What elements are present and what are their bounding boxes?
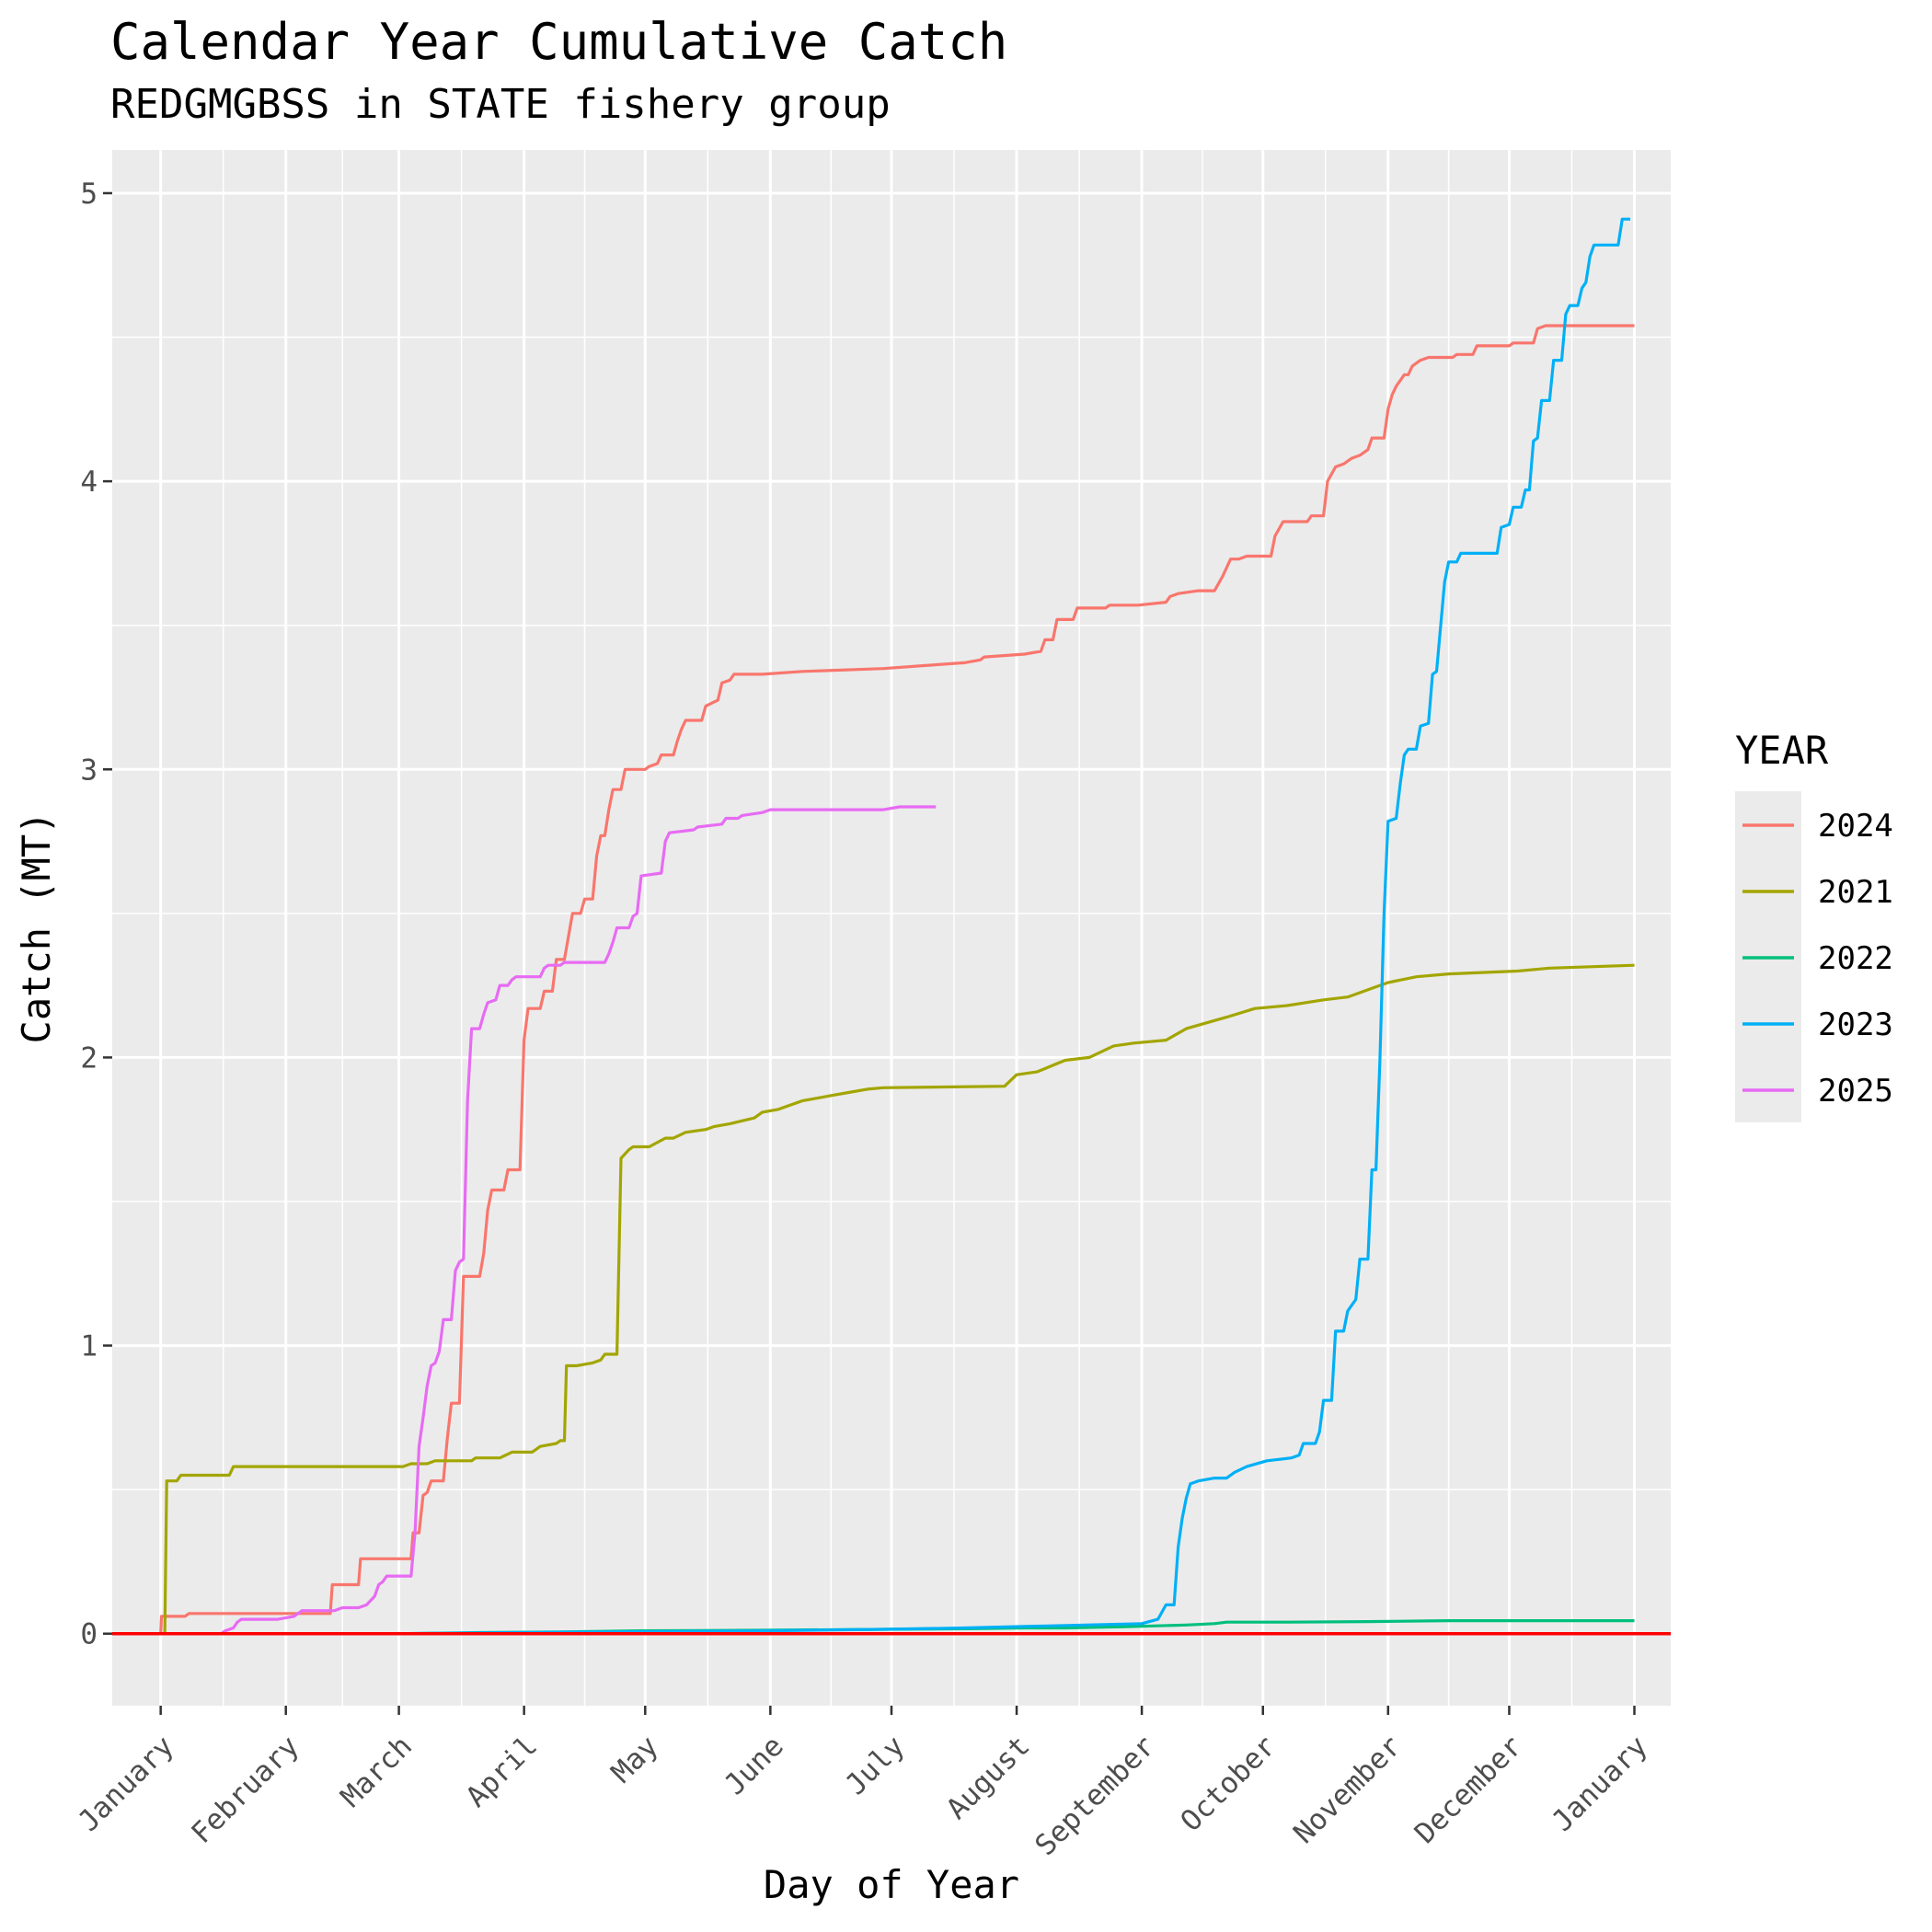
- x-tick-label: December: [1409, 1730, 1529, 1850]
- x-tick-label: November: [1287, 1730, 1408, 1850]
- series-line-2023: [160, 217, 1631, 1636]
- y-axis: 0 1 2 3 4 5: [80, 178, 112, 1651]
- x-axis-title: Day of Year: [764, 1862, 1019, 1907]
- y-tick-label: 4: [80, 466, 98, 499]
- series-line-2024: [159, 324, 1635, 1634]
- x-tick-label: March: [335, 1730, 419, 1813]
- legend-label-2022: 2022: [1818, 940, 1893, 977]
- x-axis: January February March April May June July Augu…: [72, 1706, 1654, 1862]
- x-tick-label: January: [72, 1730, 180, 1838]
- major-gridlines: [112, 150, 1671, 1706]
- series-lines: [159, 217, 1635, 1636]
- x-tick-label: July: [839, 1730, 911, 1801]
- y-tick-label: 3: [80, 753, 98, 787]
- y-tick-label: 2: [80, 1041, 98, 1075]
- y-axis-title: Catch (MT): [14, 811, 59, 1044]
- y-tick-label: 0: [80, 1618, 98, 1651]
- x-tick-label: April: [460, 1730, 544, 1813]
- series-line-2025: [220, 805, 937, 1636]
- x-tick-label: August: [940, 1730, 1037, 1826]
- x-tick-label: October: [1174, 1730, 1282, 1838]
- legend-label-2025: 2025: [1818, 1073, 1893, 1110]
- legend-title: YEAR: [1735, 728, 1829, 773]
- x-tick-label: May: [605, 1730, 665, 1789]
- x-tick-label: February: [185, 1730, 305, 1850]
- legend-label-2024: 2024: [1818, 808, 1893, 845]
- legend: YEAR 2024 2021 2022 2023 2025: [1735, 728, 1893, 1122]
- x-tick-label: September: [1029, 1730, 1161, 1862]
- chart-title: Calendar Year Cumulative Catch: [110, 13, 1008, 71]
- y-tick-label: 5: [80, 178, 98, 211]
- series-line-2021: [160, 963, 1635, 1636]
- y-tick-label: 1: [80, 1330, 98, 1363]
- legend-label-2021: 2021: [1818, 874, 1893, 911]
- x-tick-label: June: [719, 1730, 790, 1801]
- chart-subtitle: REDGMGBSS in STATE fishery group: [110, 81, 891, 128]
- legend-label-2023: 2023: [1818, 1006, 1893, 1043]
- x-tick-label: January: [1546, 1730, 1654, 1838]
